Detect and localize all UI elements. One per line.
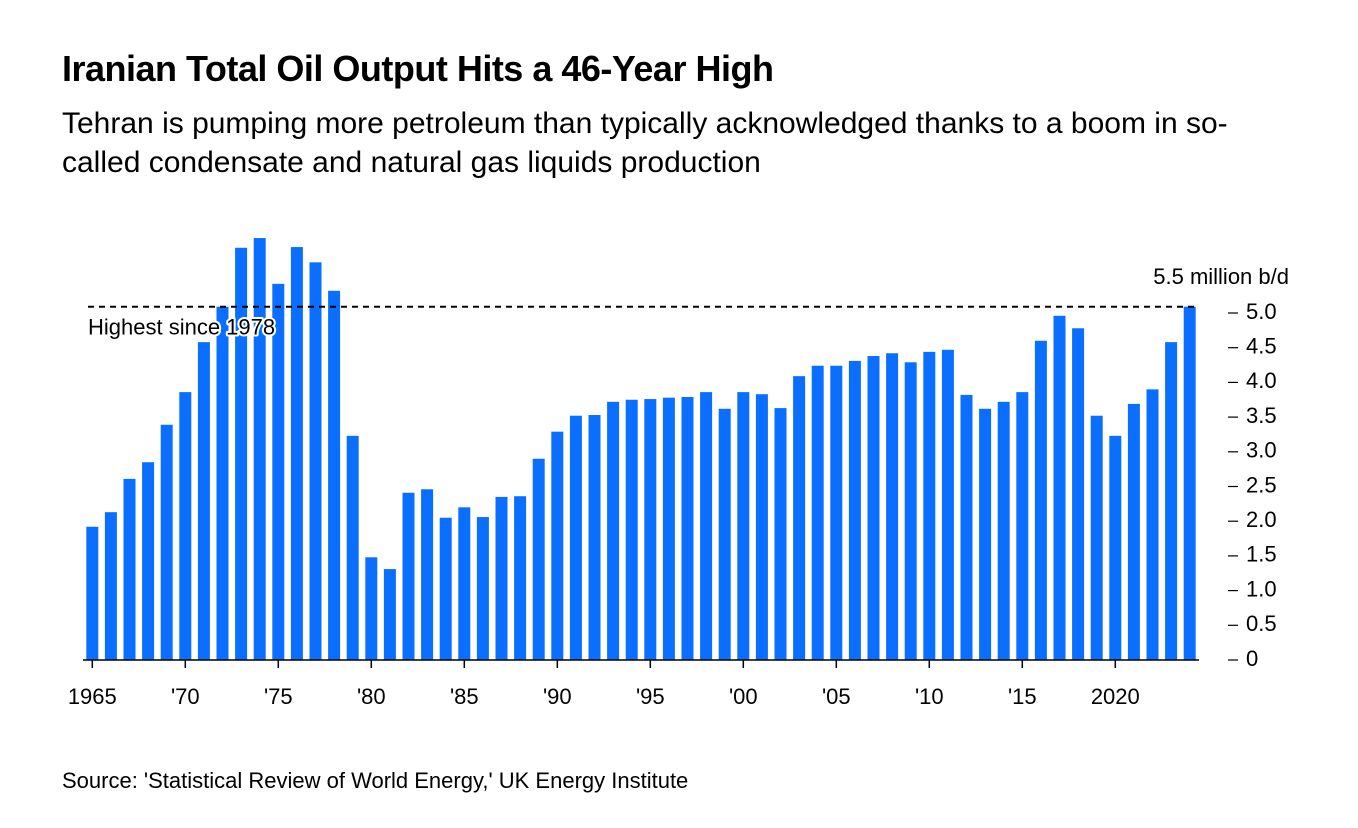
- bar: [421, 489, 434, 660]
- bar: [1053, 315, 1066, 660]
- bar: [309, 262, 322, 660]
- bar: [402, 492, 415, 660]
- bar: [662, 397, 675, 660]
- x-tick-label: '05: [822, 684, 851, 709]
- bar: [755, 394, 768, 660]
- bar: [830, 365, 843, 660]
- bar: [997, 401, 1010, 660]
- bar: [551, 431, 564, 660]
- y-tick-label: 5.5 million b/d: [1153, 264, 1289, 289]
- x-tick-label: '15: [1008, 684, 1037, 709]
- y-tick-label: 4.5: [1246, 334, 1277, 359]
- bar: [718, 408, 731, 660]
- bar: [1034, 340, 1047, 660]
- bar: [848, 360, 861, 660]
- bar: [979, 408, 992, 660]
- bar: [960, 394, 973, 660]
- bar: [1146, 389, 1159, 660]
- bar: [495, 496, 508, 660]
- x-tick-label: '70: [171, 684, 200, 709]
- bar: [793, 376, 806, 660]
- x-tick-label: 1965: [68, 684, 117, 709]
- bar: [86, 526, 99, 660]
- bar: [1127, 403, 1140, 660]
- bar: [383, 569, 396, 660]
- source-note: Source: 'Statistical Review of World Ene…: [62, 768, 689, 793]
- y-tick-label: 1.0: [1246, 576, 1277, 601]
- chart-title: Iranian Total Oil Output Hits a 46-Year …: [62, 48, 774, 89]
- bar: [253, 238, 266, 660]
- bar: [1090, 415, 1103, 660]
- reference-label: Highest since 1978: [88, 315, 275, 340]
- chart-subtitle: Tehran is pumping more petroleum than ty…: [62, 107, 1228, 179]
- bar: [476, 517, 489, 660]
- y-tick-label: 4.0: [1246, 368, 1277, 393]
- bar: [681, 396, 694, 660]
- bar: [197, 342, 210, 660]
- bar: [569, 415, 582, 660]
- bar: [328, 290, 341, 660]
- bar: [272, 283, 285, 660]
- bar: [346, 435, 359, 660]
- bar: [216, 306, 229, 660]
- y-tick-label: 3.5: [1246, 403, 1277, 428]
- bar: [1109, 435, 1122, 660]
- bar: [625, 399, 638, 660]
- bar: [886, 353, 899, 660]
- bar: [160, 424, 173, 660]
- bar: [439, 517, 452, 660]
- y-tick-label: 3.0: [1246, 438, 1277, 463]
- bar: [737, 392, 750, 660]
- x-tick-label: '90: [543, 684, 572, 709]
- bar: [1016, 392, 1029, 660]
- bar: [1072, 328, 1085, 660]
- bar: [104, 512, 117, 660]
- bar: [365, 557, 378, 660]
- bar: [1165, 342, 1178, 660]
- bar: [142, 462, 155, 660]
- x-tick-label: 2020: [1091, 684, 1140, 709]
- bar: [811, 365, 824, 660]
- bar: [123, 478, 136, 660]
- x-tick-label: '75: [264, 684, 293, 709]
- y-tick-label: 2.5: [1246, 472, 1277, 497]
- bar: [458, 507, 471, 660]
- bar: [532, 458, 545, 660]
- bar: [290, 247, 303, 660]
- bar: [179, 392, 192, 660]
- bar: [941, 349, 954, 660]
- x-tick-label: '00: [729, 684, 758, 709]
- y-tick-label: 0: [1246, 646, 1258, 671]
- bar: [607, 401, 620, 660]
- y-tick-label: 5.0: [1246, 299, 1277, 324]
- bar: [923, 351, 936, 660]
- bar: [514, 496, 527, 660]
- x-tick-label: '85: [450, 684, 479, 709]
- y-tick-label: 0.5: [1246, 611, 1277, 636]
- x-tick-label: '80: [357, 684, 386, 709]
- bar: [867, 356, 880, 660]
- bar: [235, 247, 248, 661]
- bar: [644, 399, 657, 660]
- y-tick-label: 1.5: [1246, 542, 1277, 567]
- bar: [588, 415, 601, 660]
- x-tick-label: '10: [915, 684, 944, 709]
- bar: [774, 408, 787, 660]
- bar: [904, 362, 917, 660]
- bar: [700, 392, 713, 660]
- bar: [1183, 306, 1196, 660]
- x-tick-label: '95: [636, 684, 665, 709]
- y-tick-label: 2.0: [1246, 507, 1277, 532]
